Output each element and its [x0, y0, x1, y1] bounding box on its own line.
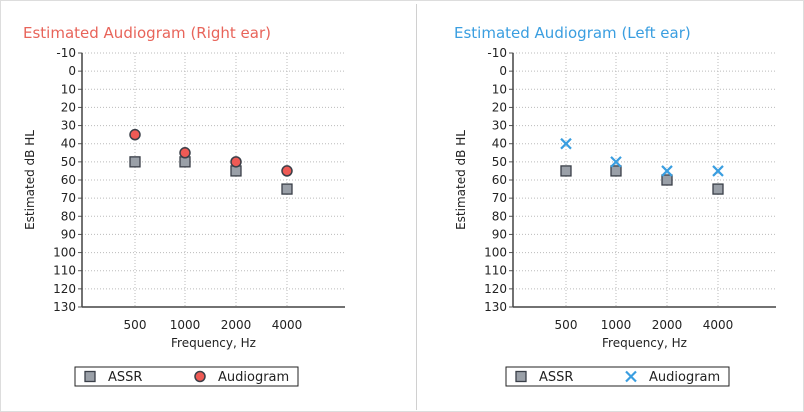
chart-left-ear: Estimated Audiogram (Left ear) -10 0 10 20 30…	[454, 24, 776, 387]
x-axis-label: Frequency, Hz	[171, 336, 256, 350]
data-point-audiogram	[560, 137, 572, 150]
y-tick-label: 10	[61, 82, 76, 96]
y-tick-label: 0	[499, 64, 507, 78]
data-point-assr	[712, 183, 724, 195]
legend-label: ASSR	[108, 370, 142, 385]
y-tick-label: 10	[492, 82, 507, 96]
data-point-assr	[281, 183, 293, 195]
y-tick-label: 100	[484, 246, 507, 260]
y-tick-label: 0	[68, 64, 76, 78]
legend-label: ASSR	[539, 370, 573, 385]
data-point-assr	[129, 156, 141, 168]
x-tick-label: 4000	[703, 318, 734, 332]
y-tick-label: 100	[53, 246, 76, 260]
legend	[74, 366, 299, 387]
chart-right-ear: Estimated Audiogram (Right ear) -10 0 10 20 3…	[23, 24, 345, 387]
data-point-audiogram	[712, 165, 724, 177]
legend-marker-assr	[515, 370, 527, 383]
data-point-audiogram	[281, 165, 293, 177]
y-axis-label: Estimated dB HL	[23, 130, 37, 230]
x-tick-label: 500	[124, 318, 147, 332]
data-point-audiogram	[179, 147, 191, 159]
x-tick-label: 1000	[601, 318, 632, 332]
data-point-audiogram	[230, 156, 242, 168]
data-point-audiogram	[129, 128, 141, 141]
y-tick-label: -10	[487, 46, 507, 60]
legend-label: Audiogram	[649, 370, 720, 385]
x-axis-label: Frequency, Hz	[602, 336, 687, 350]
y-tick-label: 50	[492, 155, 507, 169]
y-tick-label: 90	[492, 227, 507, 241]
x-tick-label: 4000	[272, 318, 303, 332]
y-tick-label: 50	[61, 155, 76, 169]
y-tick-label: 40	[61, 137, 76, 151]
x-tick-label: 1000	[170, 318, 201, 332]
y-tick-label: 20	[61, 100, 76, 114]
y-tick-label: 60	[492, 173, 507, 187]
y-tick-label: 40	[492, 137, 507, 151]
y-tick-label: 110	[484, 264, 507, 278]
legend-marker-audiogram	[625, 370, 637, 383]
y-tick-label: 80	[61, 209, 76, 223]
y-tick-label: 70	[61, 191, 76, 205]
legend	[505, 366, 730, 387]
data-point-audiogram	[661, 165, 673, 177]
x-tick-label: 2000	[652, 318, 683, 332]
y-tick-label: 120	[53, 282, 76, 296]
y-tick-label: 70	[492, 191, 507, 205]
chart-title: Estimated Audiogram (Left ear)	[454, 24, 691, 42]
y-tick-label: 130	[484, 300, 507, 314]
panel-divider	[416, 4, 417, 410]
y-tick-label: 30	[61, 119, 76, 133]
data-point-assr	[661, 174, 673, 186]
y-tick-label: 80	[492, 209, 507, 223]
data-point-audiogram	[610, 156, 622, 168]
legend-marker-audiogram	[194, 370, 206, 383]
y-axis-label: Estimated dB HL	[454, 130, 468, 230]
x-tick-label: 500	[555, 318, 578, 332]
data-point-assr	[560, 165, 572, 177]
y-tick-label: -10	[56, 46, 76, 60]
y-tick-label: 20	[492, 100, 507, 114]
data-point-assr	[610, 165, 622, 177]
y-tick-label: 90	[61, 227, 76, 241]
chart-title: Estimated Audiogram (Right ear)	[23, 24, 271, 42]
x-tick-label: 2000	[221, 318, 252, 332]
legend-marker-assr	[84, 370, 96, 383]
y-tick-label: 130	[53, 300, 76, 314]
y-tick-label: 30	[492, 119, 507, 133]
y-tick-label: 60	[61, 173, 76, 187]
y-tick-label: 120	[484, 282, 507, 296]
legend-label: Audiogram	[218, 370, 289, 385]
y-tick-label: 110	[53, 264, 76, 278]
